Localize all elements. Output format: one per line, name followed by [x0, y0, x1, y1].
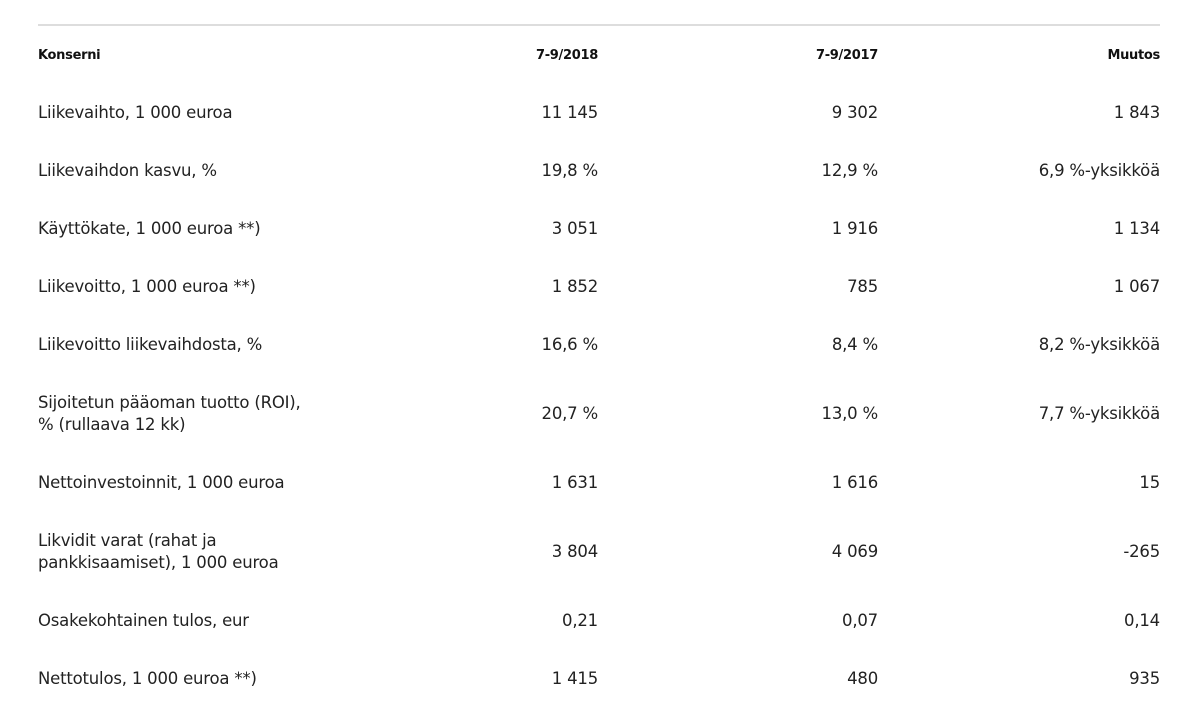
- cell-value: 4 069: [831, 542, 878, 561]
- table-row: Nettoinvestoinnit, 1 000 euroa 1 631 1 616…: [38, 454, 1160, 512]
- table-row: Liikevoitto, 1 000 euroa **) 1 852 785 1 06…: [38, 258, 1160, 316]
- cell-value: 935: [1129, 669, 1160, 688]
- cell-value: 480: [847, 669, 878, 688]
- cell-value: 13,0 %: [821, 404, 879, 423]
- column-header: 7-9/2017: [815, 48, 878, 63]
- table-row: Liikevaihto, 1 000 euroa 11 145 9 302 1 843: [38, 84, 1160, 142]
- cell-value: 3 051: [551, 219, 598, 238]
- row-label: Liikevoitto, 1 000 euroa **): [38, 277, 256, 296]
- column-header: Konserni: [38, 48, 101, 63]
- cell-value: 1 843: [1113, 103, 1160, 122]
- cell-value: 1 134: [1113, 219, 1160, 238]
- table-row: Likvidit varat (rahat ja pankkisaamiset)…: [38, 512, 1160, 592]
- cell-value: 0,14: [1124, 611, 1160, 630]
- cell-value: 1 415: [551, 669, 598, 688]
- row-label: Liikevaihto, 1 000 euroa: [38, 103, 233, 122]
- row-label: Nettotulos, 1 000 euroa **): [38, 669, 257, 688]
- table-row: Osakekohtainen tulos, eur 0,21 0,07 0,14: [38, 592, 1160, 650]
- cell-value: 0,21: [562, 611, 598, 630]
- cell-value: 785: [847, 277, 878, 296]
- column-header: Muutos: [1107, 48, 1160, 63]
- cell-value: 7,7 %-yksikköä: [1038, 404, 1160, 423]
- table-row: Sijoitetun pääoman tuotto (ROI), % (rull…: [38, 374, 1160, 454]
- cell-value: 11 145: [541, 103, 598, 122]
- table-row: Liikevoitto liikevaihdosta, % 16,6 % 8,4 %…: [38, 316, 1160, 374]
- table-row: Nettotulos, 1 000 euroa **) 1 415 480 935: [38, 650, 1160, 708]
- cell-value: 1 616: [831, 473, 878, 492]
- cell-value: 20,7 %: [541, 404, 599, 423]
- cell-value: 8,2 %-yksikköä: [1038, 335, 1160, 354]
- cell-value: 9 302: [831, 103, 878, 122]
- row-label: Käyttökate, 1 000 euroa **): [38, 219, 261, 238]
- table-body: Liikevaihto, 1 000 euroa 11 145 9 302 1 843…: [38, 84, 1160, 708]
- cell-value: 1 852: [551, 277, 598, 296]
- row-label: Nettoinvestoinnit, 1 000 euroa: [38, 473, 285, 492]
- cell-value: 8,4 %: [831, 335, 878, 354]
- row-label: Liikevoitto liikevaihdosta, %: [38, 335, 263, 354]
- header-row: Konserni 7-9/2018 7-9/2017 Muutos: [38, 25, 1160, 84]
- row-label: Osakekohtainen tulos, eur: [38, 611, 249, 630]
- cell-value: 6,9 %-yksikköä: [1038, 161, 1160, 180]
- cell-value: 12,9 %: [821, 161, 879, 180]
- table-row: Käyttökate, 1 000 euroa **) 3 051 1 916 1 1…: [38, 200, 1160, 258]
- cell-value: 1 067: [1113, 277, 1160, 296]
- cell-value: 19,8 %: [541, 161, 599, 180]
- cell-value: 0,07: [842, 611, 878, 630]
- cell-value: 1 916: [831, 219, 878, 238]
- cell-value: -265: [1123, 542, 1160, 561]
- column-header: 7-9/2018: [535, 48, 598, 63]
- table-row: Liikevaihdon kasvu, % 19,8 % 12,9 % 6,9 %-y…: [38, 142, 1160, 200]
- row-label: Likvidit varat (rahat ja pankkisaamiset)…: [38, 531, 279, 572]
- cell-value: 3 804: [551, 542, 598, 561]
- cell-value: 16,6 %: [541, 335, 599, 354]
- row-label: Liikevaihdon kasvu, %: [38, 161, 217, 180]
- results-table: Konserni 7-9/2018 7-9/2017 Muutos Liikevaih…: [38, 24, 1160, 708]
- cell-value: 15: [1139, 473, 1160, 492]
- row-label: Sijoitetun pääoman tuotto (ROI), % (rull…: [38, 393, 301, 434]
- cell-value: 1 631: [551, 473, 598, 492]
